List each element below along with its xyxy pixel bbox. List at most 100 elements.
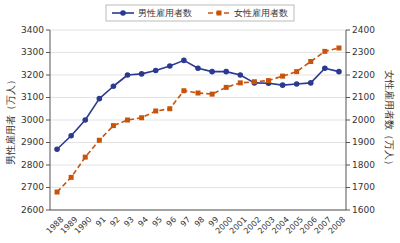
series-line [57,60,339,149]
y-tick [46,142,50,143]
legend-label: 男性雇用者数 [138,8,192,18]
grid [50,30,346,210]
point [69,175,74,180]
y2-tick [346,120,350,121]
legend-marker [217,11,222,16]
point [336,46,341,51]
y-tick [46,52,50,53]
point [196,91,201,96]
point [210,92,215,97]
point [181,88,186,93]
point [238,80,243,85]
x-axis-line [50,210,346,211]
y2-tick [346,52,350,53]
x-tick-label: 1990 [73,215,94,236]
point [195,65,201,71]
y-tick-label: 3400 [21,25,44,35]
point [223,69,229,75]
legend: 男性雇用者数 女性雇用者数 [106,5,294,21]
x-tick-label: 98 [193,215,207,229]
y2-tick-label: 2100 [352,92,375,102]
axes: 260027002800290030003100320033003400男性雇用… [5,25,395,236]
point [322,65,328,71]
legend-frame [106,5,294,21]
series-line [57,48,339,192]
y2-tick [346,165,350,166]
point [280,74,285,79]
point [153,68,159,74]
y-tick [46,120,50,121]
y2-tick [346,75,350,76]
point [266,78,271,83]
y2-tick-label: 2400 [352,25,375,35]
y2-tick-label: 1700 [352,182,375,192]
y-tick-label: 2800 [21,160,44,170]
point [111,83,117,89]
y2-tick-label: 1900 [352,137,375,147]
y-tick [46,210,50,211]
point [97,138,102,143]
grid-line [50,142,346,143]
point [125,118,130,123]
point [181,58,187,64]
grid-line [50,120,346,121]
y-tick-label: 3100 [21,92,44,102]
chart-container: 260027002800290030003100320033003400男性雇用… [0,0,400,243]
x-tick-label: 93 [122,215,136,229]
point [55,190,60,195]
y-tick [46,187,50,188]
x-tick-label: 97 [179,215,193,229]
y2-tick-label: 2000 [352,115,375,125]
x-tick-label: 96 [165,215,179,229]
legend-marker [120,10,126,16]
y-tick-label: 2700 [21,182,44,192]
y-tick [46,97,50,98]
point [111,123,116,128]
point [294,69,299,74]
grid-line [50,75,346,76]
y-axis-label: 男性雇用者（万人） [5,75,16,165]
y2-tick [346,142,350,143]
y-tick [46,30,50,31]
point [82,117,88,123]
y2-tick [346,30,350,31]
grid-line [50,30,346,31]
point [252,79,257,84]
grid-line [50,165,346,166]
point [54,146,60,152]
point [167,63,173,69]
point [167,106,172,111]
point [336,69,342,75]
point [294,81,300,87]
grid-line [50,210,346,211]
series [54,58,342,152]
point [308,59,313,64]
plot-area [54,46,342,195]
y-tick-label: 3200 [21,70,44,80]
chart-svg: 260027002800290030003100320033003400男性雇用… [0,0,400,243]
x-tick-label: 94 [136,215,150,229]
y2-tick-label: 1600 [352,205,375,215]
y2-tick-label: 2200 [352,70,375,80]
point [209,69,215,75]
point [68,133,74,139]
y-tick-label: 3000 [21,115,44,125]
y-tick-label: 2900 [21,137,44,147]
legend-item: 女性雇用者数 [208,8,288,18]
point [139,71,145,77]
point [322,49,327,54]
point [224,85,229,90]
y2-tick-label: 2300 [352,47,375,57]
legend-label: 女性雇用者数 [234,8,288,18]
y-tick [46,165,50,166]
y2-tick-label: 1800 [352,160,375,170]
x-tick-label: 2008 [327,215,348,236]
series [55,46,342,195]
background [0,0,400,243]
y-tick-label: 2600 [21,205,44,215]
y2-tick [346,210,350,211]
legend-item: 男性雇用者数 [112,8,192,18]
grid-line [50,97,346,98]
grid-line [50,52,346,53]
point [280,82,286,88]
